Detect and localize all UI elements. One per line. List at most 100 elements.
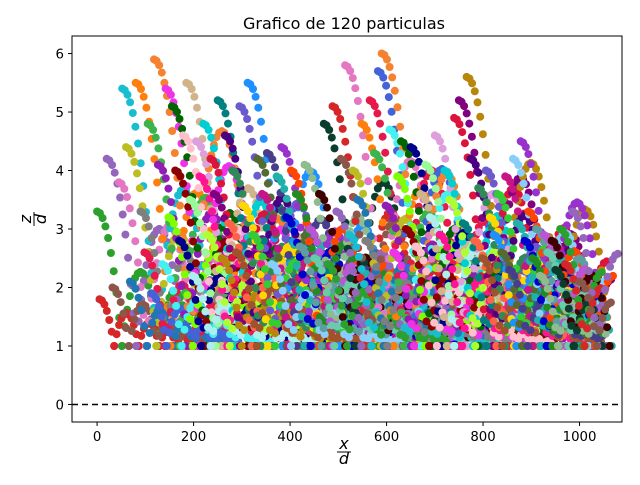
particle-point xyxy=(185,171,194,180)
particle-point xyxy=(357,342,366,350)
particle-point xyxy=(280,185,289,193)
particle-point xyxy=(237,254,246,263)
particle-point xyxy=(166,275,175,284)
particle-point xyxy=(351,288,360,297)
particle-point xyxy=(251,92,260,101)
particle-point xyxy=(330,144,339,153)
particle-point xyxy=(209,144,218,153)
particle-point xyxy=(139,277,148,285)
particle-point xyxy=(180,159,189,168)
particle-point xyxy=(139,92,148,101)
particle-point xyxy=(203,185,211,193)
particle-point xyxy=(335,175,344,184)
particle-point xyxy=(328,227,337,236)
particle-point xyxy=(169,219,178,228)
particle-point xyxy=(171,332,180,341)
particle-point xyxy=(165,328,174,337)
particle-point xyxy=(128,219,137,228)
particle-point xyxy=(245,284,253,293)
particle-point xyxy=(104,234,113,242)
particle-point xyxy=(333,107,342,116)
particle-point xyxy=(153,178,162,187)
particle-point xyxy=(108,161,117,169)
particle-point xyxy=(298,270,307,279)
particle-point xyxy=(189,237,198,246)
particle-point xyxy=(230,288,239,297)
particle-point xyxy=(232,303,241,312)
particle-point xyxy=(271,342,279,350)
particle-point xyxy=(259,134,268,143)
particle-point xyxy=(193,208,202,217)
particle-point xyxy=(287,219,296,228)
particle-point xyxy=(186,315,195,323)
particle-point xyxy=(354,327,363,336)
particle-point xyxy=(191,295,200,304)
particle-point xyxy=(310,230,319,239)
particle-point xyxy=(233,172,242,181)
particle-point xyxy=(157,312,166,321)
particle-point xyxy=(278,286,287,295)
particle-point xyxy=(299,203,308,212)
particle-point xyxy=(125,204,134,213)
particle-point xyxy=(186,144,195,153)
particle-point xyxy=(164,184,173,193)
particle-point xyxy=(201,307,210,316)
particle-point xyxy=(228,144,237,153)
particle-point xyxy=(276,275,285,284)
particle-point xyxy=(292,262,301,271)
particle-point xyxy=(174,320,183,329)
particle-point xyxy=(127,327,136,335)
particle-point xyxy=(154,302,163,311)
particle-point xyxy=(186,263,195,271)
particle-point xyxy=(301,248,310,257)
particle-point xyxy=(297,196,306,204)
particle-point xyxy=(346,249,355,257)
particle-point xyxy=(126,98,135,107)
particle-point xyxy=(217,203,226,212)
particle-point xyxy=(320,196,329,204)
particle-point xyxy=(154,144,163,153)
particle-point xyxy=(221,109,230,118)
particle-point xyxy=(211,161,220,169)
chart-title: Grafico de 120 particulas xyxy=(243,14,445,33)
particle-point xyxy=(323,203,331,212)
particle-point xyxy=(207,133,216,142)
particle-point xyxy=(181,189,190,198)
particle-point xyxy=(123,193,131,201)
particle-point xyxy=(304,307,313,316)
particle-point xyxy=(333,322,342,331)
particle-point xyxy=(188,342,197,350)
particle-point xyxy=(235,179,244,188)
particle-point xyxy=(226,137,235,146)
particle-point xyxy=(305,166,314,175)
particle-point xyxy=(151,133,160,142)
particle-point xyxy=(259,291,268,300)
particle-point xyxy=(212,315,221,324)
particle-point xyxy=(131,237,140,246)
particle-point xyxy=(210,243,219,252)
particle-point xyxy=(159,279,168,288)
particle-point xyxy=(238,189,247,198)
particle-point xyxy=(191,259,200,268)
particle-point xyxy=(325,303,334,312)
particle-point xyxy=(180,270,189,279)
particle-point xyxy=(176,172,185,181)
particle-point xyxy=(98,214,107,223)
particle-point xyxy=(306,267,315,276)
particle-point xyxy=(316,214,325,223)
particle-point xyxy=(199,150,208,159)
particle-point xyxy=(201,261,210,270)
particle-point xyxy=(167,244,176,253)
particle-point xyxy=(114,290,122,298)
particle-point xyxy=(137,331,146,340)
particle-point xyxy=(110,168,119,177)
particle-point xyxy=(162,342,171,350)
particle-point xyxy=(116,193,125,202)
particle-point xyxy=(214,168,223,177)
particle-point xyxy=(252,342,261,350)
particle-point xyxy=(351,301,359,310)
particle-point xyxy=(215,265,224,274)
particle-point xyxy=(315,259,324,268)
particle-point xyxy=(150,249,159,257)
